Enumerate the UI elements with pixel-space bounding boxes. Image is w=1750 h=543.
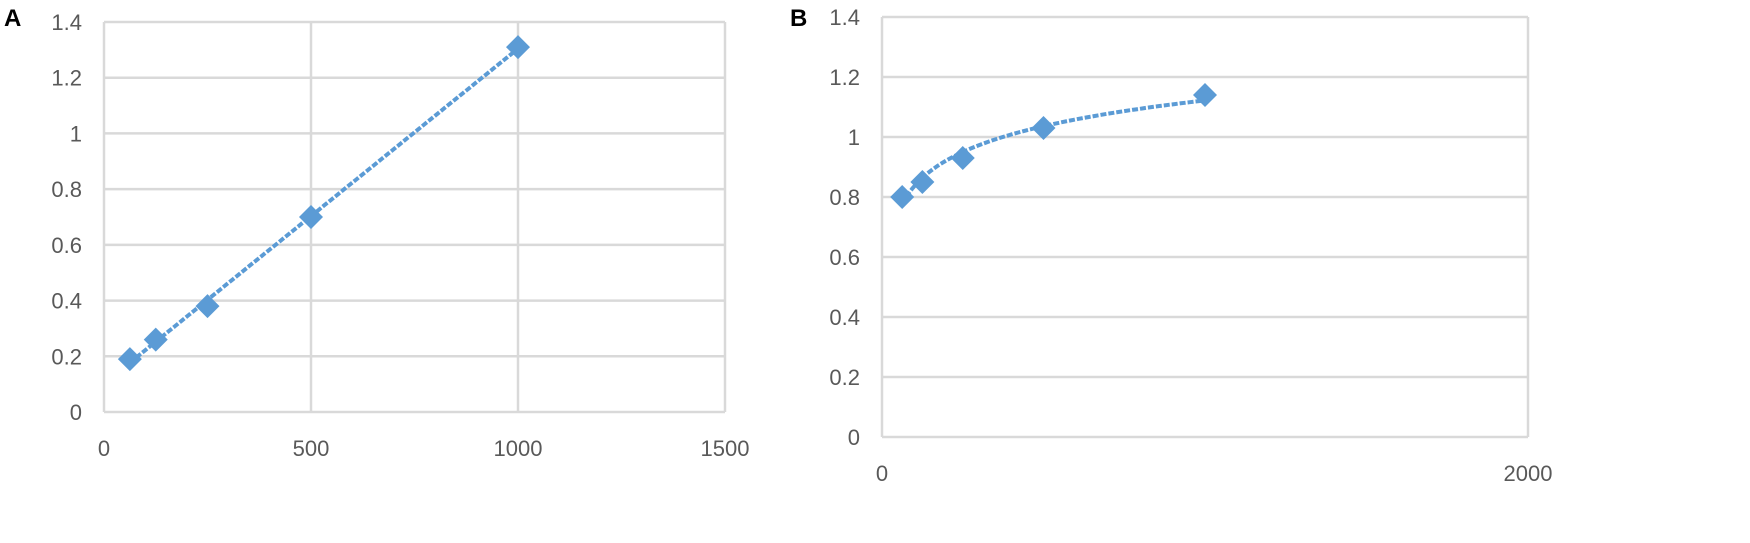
y-tick-label: 0.6 (51, 233, 82, 258)
x-tick-label: 500 (293, 436, 330, 461)
panel-label-a: A (4, 5, 21, 32)
x-tick-label: 1000 (494, 436, 543, 461)
y-tick-label: 0.8 (829, 185, 860, 210)
x-tick-label: 2000 (1504, 461, 1553, 486)
y-tick-label: 1.4 (51, 10, 82, 35)
chart-b: 0 0.2 0.4 0.6 0.8 1 1.2 1.4 0 2000 (829, 5, 1552, 486)
y-tick-label: 1 (848, 125, 860, 150)
data-point (506, 35, 530, 60)
y-tick-label: 0.4 (51, 289, 82, 314)
y-tick-label: 1.4 (829, 5, 860, 30)
trendline (900, 98, 1206, 205)
y-tick-label: 1.2 (51, 66, 82, 91)
x-tick-label: 0 (876, 461, 888, 486)
chart-a: 0 0.2 0.4 0.6 0.8 1 1.2 1.4 0 500 1000 1500 (51, 10, 749, 461)
trendline (128, 47, 520, 365)
y-tick-label: 0.2 (829, 365, 860, 390)
data-point (890, 185, 915, 209)
y-tick-label: 0.2 (51, 344, 82, 369)
data-point (1031, 116, 1056, 140)
data-point (195, 294, 220, 319)
y-tick-label: 0.6 (829, 245, 860, 270)
panel-label-b: B (790, 5, 807, 32)
y-tick-label: 1 (70, 121, 82, 146)
data-point (143, 327, 168, 352)
y-tick-label: 0 (70, 400, 82, 425)
y-tick-label: 0.4 (829, 305, 860, 330)
x-tick-label: 1500 (701, 436, 750, 461)
data-point (910, 170, 935, 194)
y-tick-label: 0.8 (51, 177, 82, 202)
y-tick-label: 1.2 (829, 65, 860, 90)
x-tick-label: 0 (98, 436, 110, 461)
data-point (950, 146, 975, 170)
data-point (1193, 83, 1217, 107)
y-tick-label: 0 (848, 425, 860, 450)
data-point (299, 205, 323, 229)
data-point (117, 347, 142, 372)
